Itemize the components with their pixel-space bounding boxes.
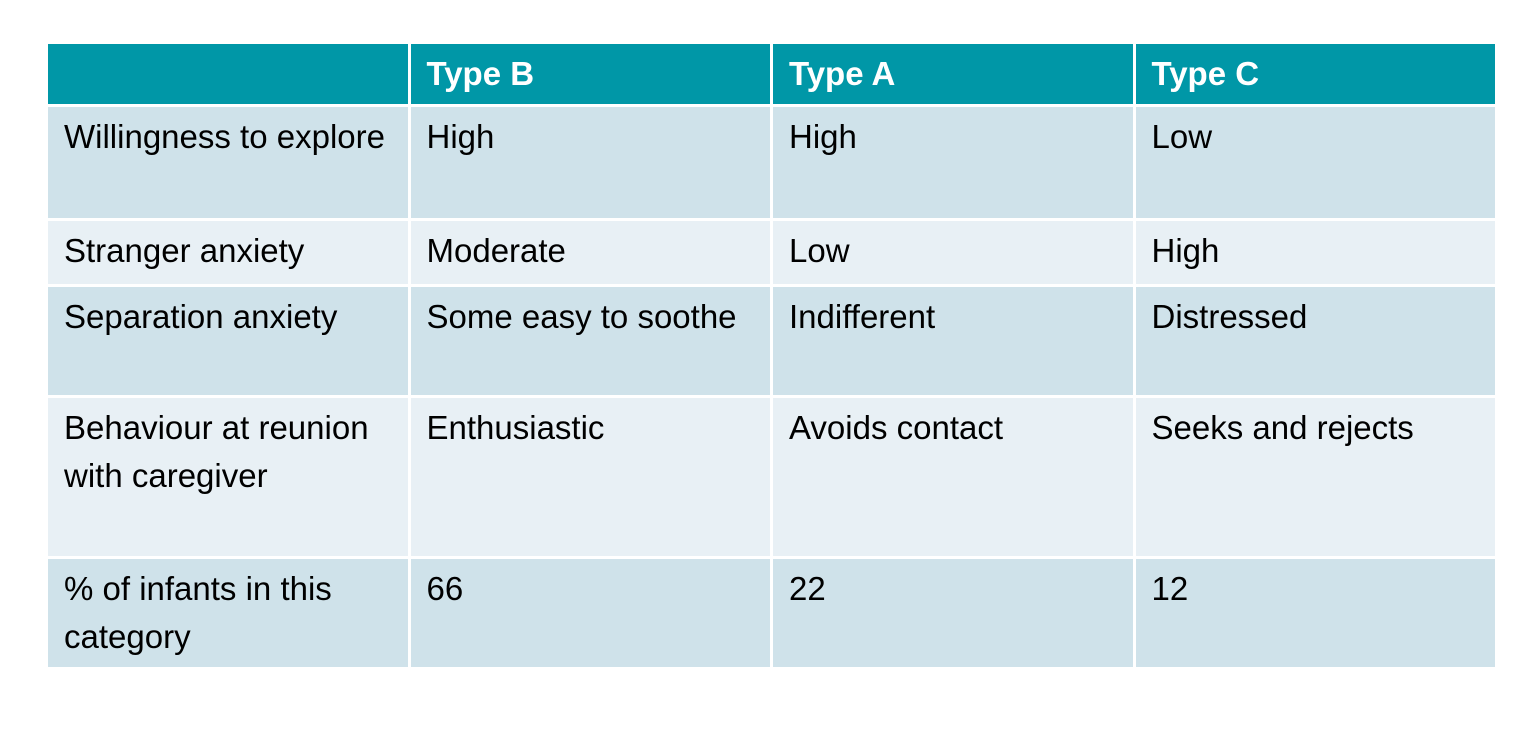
table-cell: High (410, 107, 770, 218)
table-cell: High (773, 107, 1133, 218)
column-header: Type A (773, 44, 1133, 104)
table-cell: Low (1135, 107, 1495, 218)
table-cell: 22 (773, 559, 1133, 667)
table-cell: Indifferent (773, 287, 1133, 395)
column-header: Type C (1135, 44, 1495, 104)
row-label: % of infants in this category (48, 559, 408, 667)
table-cell: 66 (410, 559, 770, 667)
attachment-table: Type B Type A Type C Willingness to explore… (48, 44, 1495, 667)
table-cell: Low (773, 221, 1133, 284)
table-cell: Moderate (410, 221, 770, 284)
column-header: Type B (410, 44, 770, 104)
table-cell: Avoids contact (773, 398, 1133, 556)
table-cell: Some easy to soothe (410, 287, 770, 395)
header-corner (48, 44, 408, 104)
table-cell: Seeks and rejects (1135, 398, 1495, 556)
row-label: Willingness to explore (48, 107, 408, 218)
table-cell: Distressed (1135, 287, 1495, 395)
table-cell: Enthusiastic (410, 398, 770, 556)
table-cell: High (1135, 221, 1495, 284)
table-cell: 12 (1135, 559, 1495, 667)
row-label: Separation anxiety (48, 287, 408, 395)
row-label: Stranger anxiety (48, 221, 408, 284)
row-label: Behaviour at reunion with caregiver (48, 398, 408, 556)
